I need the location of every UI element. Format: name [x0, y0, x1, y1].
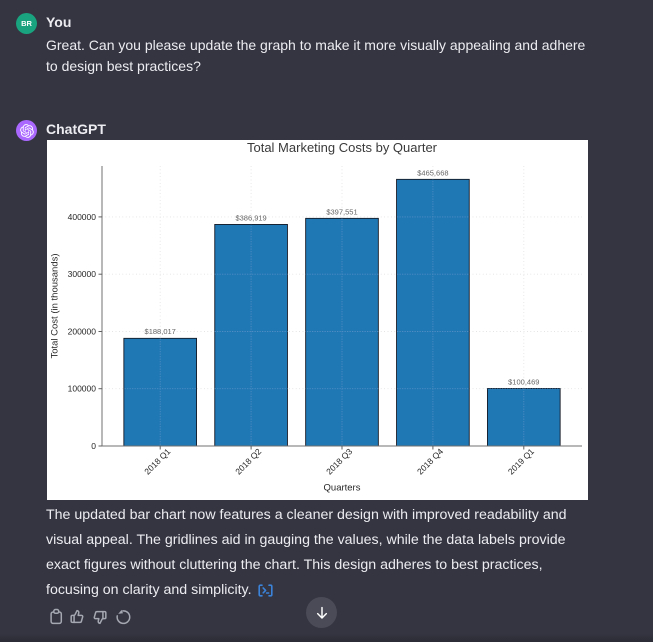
svg-text:Quarters: Quarters [324, 483, 361, 494]
svg-text:$397,551: $397,551 [326, 207, 357, 216]
svg-text:$386,919: $386,919 [235, 214, 266, 223]
svg-text:Total Cost (in thousands): Total Cost (in thousands) [50, 253, 61, 358]
svg-text:$100,469: $100,469 [508, 378, 539, 387]
svg-text:300000: 300000 [68, 269, 97, 279]
svg-text:200000: 200000 [68, 327, 97, 337]
svg-text:0: 0 [91, 441, 96, 451]
svg-text:$188,017: $188,017 [145, 327, 176, 336]
svg-text:400000: 400000 [68, 212, 97, 222]
svg-text:Total Marketing Costs by Quart: Total Marketing Costs by Quarter [247, 140, 438, 155]
svg-text:100000: 100000 [68, 384, 97, 394]
svg-text:$465,668: $465,668 [417, 168, 448, 177]
